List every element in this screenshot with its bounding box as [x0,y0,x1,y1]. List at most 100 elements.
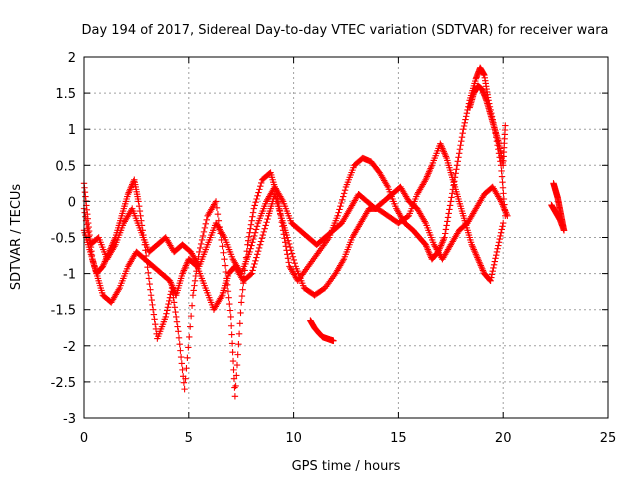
data-point-marker [288,250,296,257]
data-point-marker [249,239,256,246]
data-point-marker [177,347,184,354]
data-point-marker [164,304,172,311]
data-point-marker [147,286,154,293]
data-point-marker [197,240,205,248]
data-point-marker [226,307,234,314]
data-point-marker [212,198,220,205]
data-point-marker [236,320,244,327]
data-point-marker [491,258,499,265]
data-point-marker [499,184,507,191]
data-point-marker [249,209,257,216]
data-point-marker [250,235,257,243]
data-point-marker [148,296,155,304]
data-point-marker [502,122,509,129]
data-point-marker [285,240,293,248]
data-point-marker [235,330,243,337]
data-point-marker [460,126,467,133]
data-point-marker [150,311,158,318]
data-point-marker [165,300,172,308]
data-point-marker [186,323,194,330]
data-point-marker [500,190,507,197]
data-point-marker [136,207,144,215]
x-tick-label: 5 [185,431,193,446]
y-tick-labels: -3 -2.5 -2 -1.5 -1 -0.5 0 0.5 1 1.5 2 [51,51,76,427]
data-point-marker [149,306,157,313]
data-point-marker [490,264,497,272]
data-point-marker [498,226,506,233]
data-point-marker [234,351,241,358]
data-point-marker [190,287,197,294]
data-point-marker [253,223,261,230]
data-point-marker [185,344,192,351]
series-trace-c [80,183,511,277]
data-point-marker [285,259,292,266]
data-point-marker [247,225,254,232]
data-point-marker [446,202,454,209]
data-point-marker [83,221,90,228]
data-point-marker [245,233,253,240]
data-point-marker [186,333,193,341]
data-markers [80,64,568,400]
data-point-marker [191,282,198,289]
data-point-marker [454,158,461,165]
data-point-marker [459,130,466,137]
data-point-marker [182,375,189,382]
data-point-marker [495,242,502,249]
data-point-marker [254,192,261,199]
data-point-marker [203,216,210,224]
data-point-marker [457,142,464,149]
data-point-marker [460,122,468,130]
x-tick-label: 0 [80,431,88,446]
data-point-marker [220,249,227,256]
data-point-marker [199,232,207,240]
data-point-marker [463,109,471,117]
data-point-marker [145,275,153,282]
data-point-marker [496,235,503,243]
series-trace-g [548,201,568,234]
data-point-marker [221,262,229,269]
data-point-marker [251,232,258,240]
data-point-marker [221,255,228,263]
data-point-marker [442,230,449,237]
data-point-marker [166,297,173,305]
data-point-marker [255,247,262,255]
data-point-marker [285,237,292,244]
data-point-marker [235,340,242,348]
data-point-marker [290,256,298,264]
data-point-marker [458,134,466,141]
data-point-marker [256,186,263,193]
axis-ticks [83,56,609,419]
data-point-marker [284,234,291,241]
data-point-marker [446,206,453,213]
y-tick-label: 0.5 [55,159,76,174]
data-point-marker [263,219,270,226]
x-tick-label: 15 [390,431,407,446]
data-point-marker [441,234,448,241]
data-point-marker [499,223,506,230]
x-axis-label: GPS time / hours [292,459,401,474]
data-point-marker [243,247,250,255]
data-point-marker [488,271,496,278]
data-point-marker [261,225,268,232]
data-point-marker [84,229,92,236]
data-point-marker [448,190,456,197]
y-tick-label: -1.5 [51,304,76,319]
data-point-marker [335,209,342,216]
data-point-marker [462,116,469,123]
y-tick-label: -3 [63,412,76,427]
data-point-marker [230,366,237,374]
data-point-marker [173,313,180,321]
data-point-marker [444,218,451,225]
data-point-marker [180,379,188,386]
data-point-marker [247,221,255,228]
data-point-marker [494,245,501,252]
data-point-marker [233,361,241,369]
data-point-marker [337,203,344,210]
y-tick-label: -2 [63,340,76,355]
data-point-marker [152,320,159,328]
data-point-marker [281,235,288,242]
data-point-marker [184,354,191,362]
data-point-marker [247,271,254,278]
data-point-marker [259,231,267,239]
data-point-marker [282,243,290,250]
